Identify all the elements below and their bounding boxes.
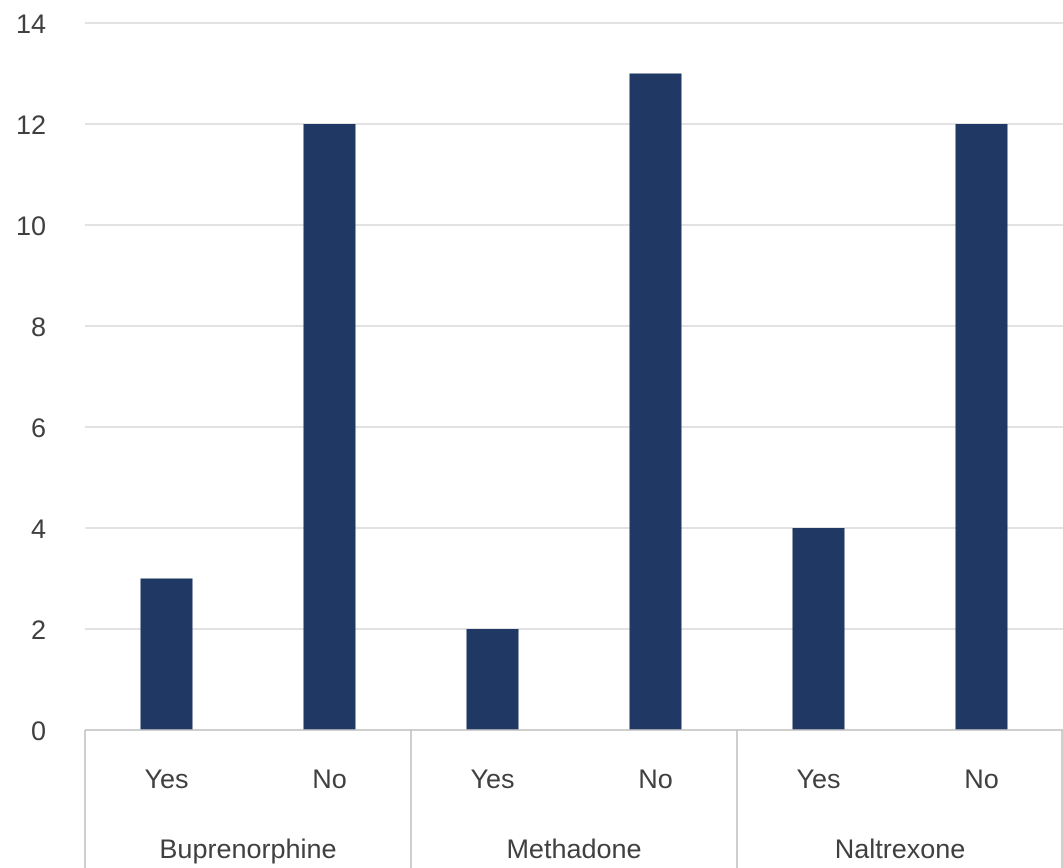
y-tick-label: 6 (31, 413, 46, 443)
bar (466, 629, 519, 730)
bar (140, 578, 193, 730)
y-tick-label: 14 (16, 9, 46, 39)
y-tick-label: 8 (31, 312, 46, 342)
x-axis (84, 729, 1063, 868)
category-label: No (964, 764, 999, 794)
category-label: No (312, 764, 347, 794)
group-labels: Buprenorphine Methadone Naltrexone (159, 834, 965, 864)
bar (629, 73, 682, 730)
gridlines (85, 22, 1063, 630)
group-label: Methadone (506, 834, 641, 864)
category-label: Yes (144, 764, 188, 794)
bar (955, 124, 1008, 730)
category-labels: Yes No Yes No Yes No (144, 764, 998, 794)
category-label: Yes (470, 764, 514, 794)
category-label: No (638, 764, 673, 794)
y-tick-label: 12 (16, 110, 46, 140)
y-tick-label: 4 (31, 514, 46, 544)
y-tick-label: 0 (31, 716, 46, 746)
y-axis-tick-labels: 0 2 4 6 8 10 12 14 (16, 9, 46, 746)
group-label: Buprenorphine (159, 834, 336, 864)
y-tick-label: 2 (31, 615, 46, 645)
group-label: Naltrexone (835, 834, 966, 864)
y-tick-label: 10 (16, 211, 46, 241)
bar (303, 124, 356, 730)
bar (792, 528, 845, 730)
category-label: Yes (796, 764, 840, 794)
bars (140, 73, 1008, 730)
